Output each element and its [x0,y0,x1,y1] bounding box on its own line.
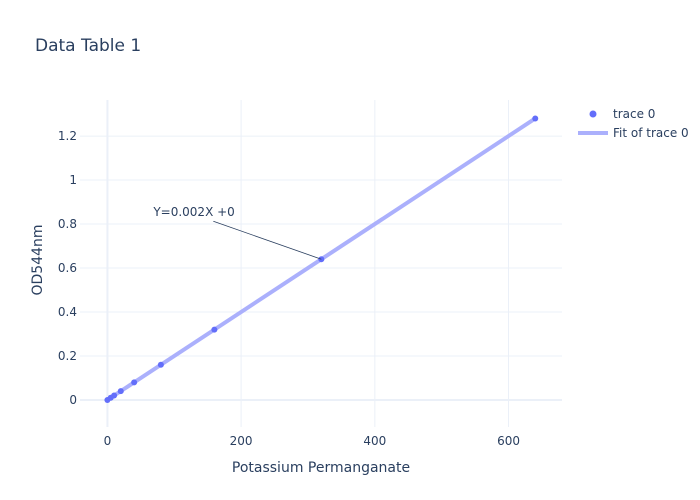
data-point [157,361,164,368]
y-tick-label: 0.2 [58,349,77,363]
y-tick-label: 0.6 [58,261,77,275]
annotation: Y=0.002X +0 [152,205,322,260]
x-tick-label: 200 [230,434,253,448]
legend-label-trace-0[interactable]: trace 0 [613,107,655,121]
tick-labels: 0 200 400 600 0 0.2 0.4 0.6 0.8 1 1.2 [58,129,520,448]
annotation-arrow [213,220,322,260]
x-tick-label: 600 [497,434,520,448]
x-tick-label: 0 [104,434,112,448]
data-point [111,392,118,399]
data-point [211,326,218,333]
data-point [131,379,138,386]
plot-marks [104,115,539,403]
legend-label-fit[interactable]: Fit of trace 0 [613,126,689,140]
data-point [532,115,539,122]
y-axis-title: OD544nm [30,224,46,295]
y-tick-label: 0.4 [58,305,77,319]
y-tick-label: 0.8 [58,217,77,231]
annotation-text: Y=0.002X +0 [152,205,234,219]
x-tick-label: 400 [363,434,386,448]
grid [80,100,562,427]
y-tick-label: 1.2 [58,129,77,143]
legend-marker-trace-0 [589,110,597,118]
data-point [117,388,124,395]
x-axis-title: Potassium Permanganate [232,460,410,476]
chart-title: Data Table 1 [35,36,141,56]
y-tick-label: 1 [69,173,77,187]
legend[interactable]: trace 0 Fit of trace 0 [578,107,689,140]
y-tick-label: 0 [69,393,77,407]
